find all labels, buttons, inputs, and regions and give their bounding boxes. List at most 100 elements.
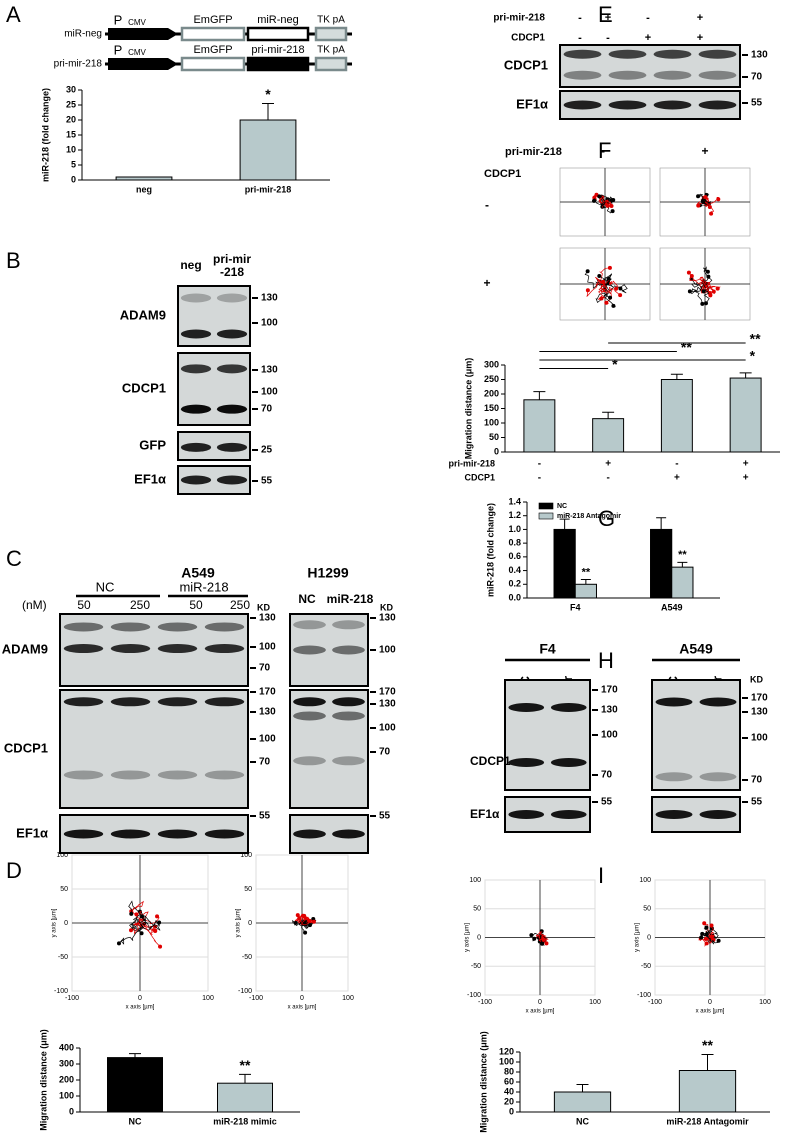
trajectory-end	[703, 195, 708, 200]
bar	[239, 119, 297, 181]
band	[293, 697, 326, 707]
band	[216, 329, 248, 339]
tick-label: 100	[56, 852, 68, 859]
band	[157, 829, 198, 839]
error-bar	[262, 103, 274, 120]
tick-label: -100	[648, 999, 662, 1006]
tick-label: 0	[708, 999, 712, 1006]
band	[332, 711, 365, 721]
trajectory-end	[614, 286, 619, 291]
band	[550, 758, 587, 767]
cell-line: H1299	[307, 565, 348, 581]
y-tick-label: 0	[509, 1106, 514, 1116]
trajectory	[595, 284, 611, 303]
marker-label: 70	[261, 404, 273, 415]
band	[180, 329, 212, 339]
trajectory-end	[618, 286, 623, 291]
band	[293, 756, 326, 766]
band	[655, 810, 693, 819]
tick-label: -100	[65, 995, 79, 1002]
protein-label: EF1α	[16, 825, 48, 840]
band	[180, 364, 212, 374]
marker-label: 170	[601, 685, 618, 696]
marker-label: 130	[751, 707, 768, 718]
axis-label: x axis [µm]	[526, 1009, 555, 1015]
protein-label: ADAM9	[2, 641, 48, 656]
y-tick-label: 1.4	[508, 496, 521, 506]
trajectory	[599, 195, 607, 207]
bar	[678, 1070, 737, 1113]
comparison-label: **	[750, 331, 761, 347]
bar	[671, 566, 694, 599]
lane-label: pri-mir -218	[213, 252, 251, 279]
y-tick-label: 300	[484, 359, 499, 369]
protein-label: CDCP1	[4, 740, 48, 755]
condition-sign: -	[606, 32, 610, 44]
band	[180, 404, 212, 414]
tick-label: 100	[342, 995, 354, 1002]
marker-label: 55	[751, 98, 763, 109]
condition-sign: -	[601, 144, 605, 158]
band	[180, 475, 212, 485]
y-tick-label: 60	[504, 1076, 514, 1086]
trajectory	[536, 934, 544, 943]
trajectory	[586, 283, 606, 297]
marker-label: 55	[261, 476, 273, 487]
legend-label: NC	[557, 503, 567, 510]
marker-label: 130	[259, 613, 276, 624]
trajectory-end	[701, 289, 706, 294]
protein-label: CDCP1	[122, 380, 166, 395]
gfp-label: EmGFP	[193, 44, 232, 56]
y-tick-label: 200	[59, 1074, 74, 1084]
y-tick-label: 0	[69, 1106, 74, 1116]
band	[698, 49, 737, 59]
panel-letter: H	[598, 648, 614, 673]
marker-label: 130	[261, 293, 278, 304]
tick-label: 100	[202, 995, 214, 1002]
trajectory-end	[618, 293, 623, 298]
tick-label: 0	[138, 995, 142, 1002]
band	[332, 645, 365, 655]
terminator-box	[314, 26, 348, 42]
lane-label: miR-218	[327, 592, 374, 606]
marker-label: 170	[259, 687, 276, 698]
trajectory	[130, 922, 142, 935]
insert-label: pri-mir-218	[251, 44, 304, 56]
tick-label: 0	[300, 995, 304, 1002]
trajectory-end	[129, 928, 134, 933]
band	[655, 697, 693, 707]
trajectory-end	[134, 912, 139, 917]
axis-label: y axis [µm]	[635, 923, 641, 952]
marker-label: 170	[751, 693, 768, 704]
condition-sign: +	[645, 32, 651, 44]
significance: **	[240, 1057, 251, 1073]
panel-letter: C	[6, 546, 22, 571]
trajectory-end	[585, 288, 590, 293]
bar	[660, 379, 693, 453]
trajectory	[600, 201, 607, 208]
band	[204, 644, 245, 654]
kd-label: KD	[380, 602, 393, 612]
tick-label: -50	[58, 954, 68, 961]
band	[110, 697, 151, 707]
condition-sign: +	[697, 12, 703, 24]
legend-label: miR-218 Antagomir	[557, 513, 621, 520]
promoter-sub: CMV	[128, 18, 146, 27]
tick-label: -100	[637, 992, 651, 999]
band	[698, 70, 737, 80]
condition-sign: +	[605, 12, 611, 24]
unit-label: (nM)	[22, 598, 47, 612]
tick-label: 50	[473, 906, 481, 913]
band	[293, 645, 326, 655]
marker-label: 130	[379, 613, 396, 624]
x-tick-label: NC	[576, 1116, 589, 1126]
error-bar	[739, 372, 752, 379]
band	[608, 100, 647, 110]
promoter-arrow	[108, 58, 178, 70]
band	[653, 70, 692, 80]
comparison-label: *	[612, 356, 618, 372]
band	[63, 770, 104, 780]
tick-label: -100	[249, 995, 263, 1002]
trajectory	[700, 932, 711, 941]
